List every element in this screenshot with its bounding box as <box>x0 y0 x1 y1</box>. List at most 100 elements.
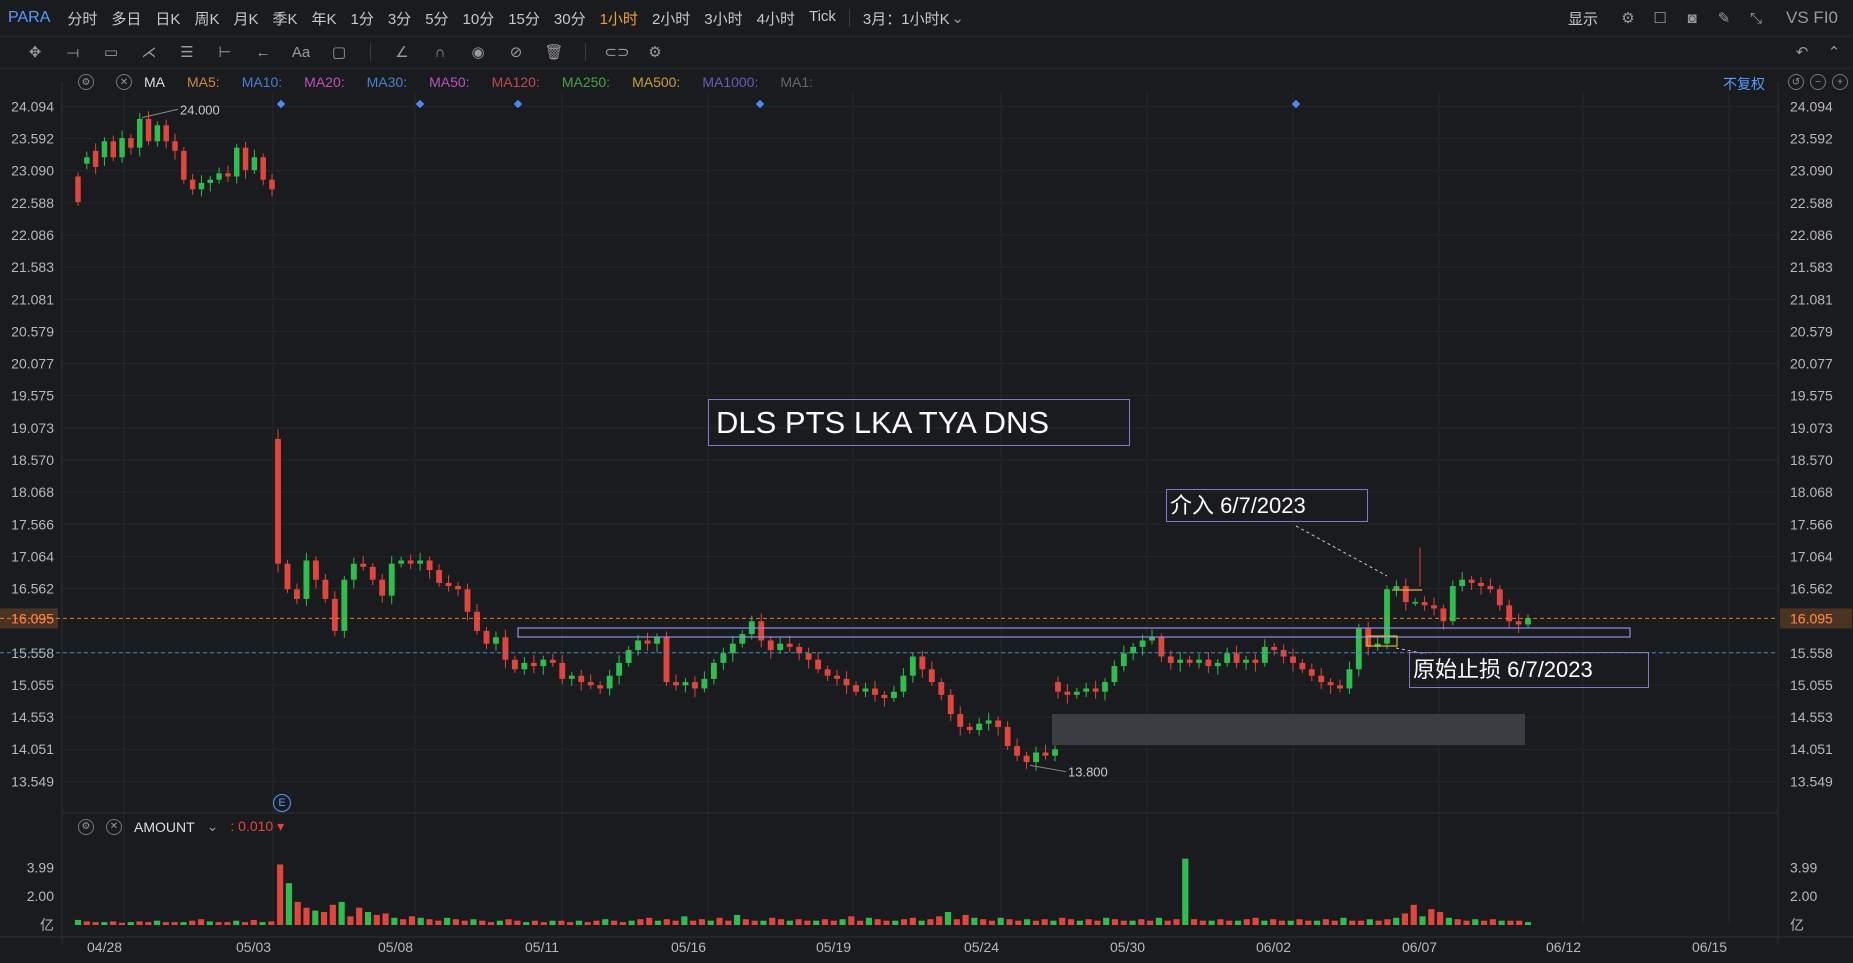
candle-body <box>710 662 717 679</box>
timeframe-5[interactable]: 季K <box>272 10 298 28</box>
timeframe-14[interactable]: 2小时 <box>651 10 691 28</box>
volume-bar <box>224 922 231 925</box>
volume-label[interactable]: AMOUNT <box>134 818 195 835</box>
trash-icon[interactable]: 🗑 <box>544 44 564 61</box>
minimize-icon[interactable]: − <box>1810 74 1826 90</box>
collapse-icon[interactable]: ⌃ <box>1827 44 1841 61</box>
magnet-icon[interactable]: ∩ <box>434 43 446 61</box>
volume-bar <box>1261 920 1268 925</box>
volume-bar <box>892 920 899 925</box>
volume-bar <box>1226 920 1233 925</box>
timeframe-7[interactable]: 1分 <box>350 10 374 28</box>
fullscreen-icon[interactable]: ⤡ <box>1750 9 1763 27</box>
fib-tool-icon[interactable]: ☰ <box>180 44 194 61</box>
add-icon[interactable]: + <box>1832 74 1848 90</box>
link-icon[interactable]: ⊂⊃ <box>604 44 630 61</box>
candle-body <box>84 157 90 164</box>
volume-bar <box>1480 920 1488 925</box>
symbol-label[interactable]: PARA <box>8 9 51 26</box>
candle-body <box>815 659 822 670</box>
close-icon[interactable]: ✕ <box>106 818 122 835</box>
timeframe-4[interactable]: 月K <box>233 10 259 28</box>
volume-bar <box>215 922 222 925</box>
chevron-down-icon[interactable]: ⌄ <box>951 10 964 27</box>
volume-bar <box>1278 920 1286 925</box>
timeframe-10[interactable]: 10分 <box>462 10 495 28</box>
volume-bar <box>795 919 802 925</box>
compare-label[interactable]: VS FI0 <box>1786 8 1838 27</box>
timeframe-13[interactable]: 1小时 <box>599 10 638 28</box>
measure-tool-icon[interactable]: ⊢ <box>218 44 232 61</box>
timeframe-9[interactable]: 5分 <box>425 10 449 28</box>
camera-icon[interactable]: ◙ <box>1687 9 1697 27</box>
timeframe-11[interactable]: 15分 <box>508 10 540 28</box>
candle-body <box>379 579 386 596</box>
volume-bar <box>382 913 389 925</box>
annotation-entry[interactable]: 介入 6/7/2023 <box>1166 489 1368 522</box>
chevron-down-icon[interactable]: ⌄ <box>206 818 219 834</box>
candle-body <box>1515 621 1522 625</box>
undo-icon[interactable]: ↶ <box>1795 44 1809 61</box>
close-icon[interactable]: ✕ <box>116 74 132 90</box>
annotation-stop[interactable]: 原始止损 6/7/2023 <box>1409 652 1649 688</box>
timeframe-2[interactable]: 日K <box>155 10 181 28</box>
settings-icon[interactable]: ⚙ <box>1621 10 1635 27</box>
candle-body <box>616 662 623 676</box>
earnings-marker[interactable]: E <box>273 794 291 812</box>
settings-icon[interactable]: ⚙ <box>78 74 94 90</box>
price-tick-left: 18.068 <box>11 484 54 500</box>
volume-bar <box>848 916 855 925</box>
rect-tool-icon[interactable]: ▭ <box>103 44 119 61</box>
ruler-icon[interactable]: ∠ <box>395 44 409 61</box>
date-tick: 05/03 <box>236 939 271 955</box>
candle-body <box>1271 646 1278 651</box>
polyline-tool-icon[interactable]: ⋌ <box>141 44 157 61</box>
ma-label[interactable]: MA <box>144 74 165 90</box>
note-tool-icon[interactable]: ▢ <box>331 44 347 61</box>
timeframe-16[interactable]: 4小时 <box>756 10 795 28</box>
volume-bar <box>294 901 301 925</box>
volume-bar <box>883 920 890 925</box>
line-tool-icon[interactable]: ⟞ <box>66 43 80 61</box>
hide-icon[interactable]: ⊘ <box>509 44 523 61</box>
display-menu[interactable]: 显示 <box>1568 10 1599 28</box>
volume-bar <box>1138 919 1145 925</box>
timeframe-1[interactable]: 多日 <box>111 10 142 28</box>
candle-body <box>1233 653 1240 663</box>
timeframe-3[interactable]: 周K <box>194 10 220 28</box>
volume-bar <box>1217 919 1224 925</box>
pen-icon[interactable]: ✎ <box>1717 10 1731 27</box>
candle-body <box>331 598 338 631</box>
period-select[interactable]: 3月：1小时K <box>862 10 950 28</box>
candlestick-chart[interactable]: 24.094 24.094 23.592 23.592 23.090 23.090 22.5… <box>0 68 1853 963</box>
volume-tick-right: 2.00 <box>1790 888 1817 904</box>
timeframe-6[interactable]: 年K <box>311 10 337 28</box>
volume-bar <box>830 920 837 925</box>
candle-body <box>322 579 329 599</box>
settings-icon[interactable]: ⚙ <box>78 818 94 835</box>
settings-icon[interactable]: ⚙ <box>648 44 662 61</box>
timeframe-17[interactable]: Tick <box>808 7 836 25</box>
candle-body <box>1280 650 1287 657</box>
timeframe-8[interactable]: 3分 <box>387 10 412 28</box>
timeframe-0[interactable]: 分时 <box>67 10 98 28</box>
candle-body <box>1252 659 1259 663</box>
layout-icon[interactable]: ☐ <box>1653 10 1667 27</box>
timeframe-15[interactable]: 3小时 <box>704 10 743 28</box>
price-tick-left: 23.592 <box>11 131 54 147</box>
reset-icon[interactable]: ↺ <box>1788 74 1804 90</box>
candle-body <box>1449 586 1456 622</box>
text-tool-icon[interactable]: Aa <box>291 43 311 61</box>
timeframe-12[interactable]: 30分 <box>553 10 586 28</box>
arrow-tool-icon[interactable]: ← <box>255 43 271 61</box>
candle-body <box>154 125 161 142</box>
volume-bar <box>136 921 143 925</box>
price-tick-right: 20.579 <box>1790 323 1833 339</box>
adjust-toggle[interactable]: 不复权 <box>1723 76 1765 92</box>
volume-bar <box>320 912 328 925</box>
eye-icon[interactable]: ◉ <box>471 44 485 61</box>
annotation-title[interactable]: DLS PTS LKA TYA DNS <box>708 399 1130 446</box>
move-icon[interactable]: ✥ <box>28 44 42 61</box>
price-tick-left: 19.575 <box>11 388 54 404</box>
candle-body <box>691 682 698 689</box>
